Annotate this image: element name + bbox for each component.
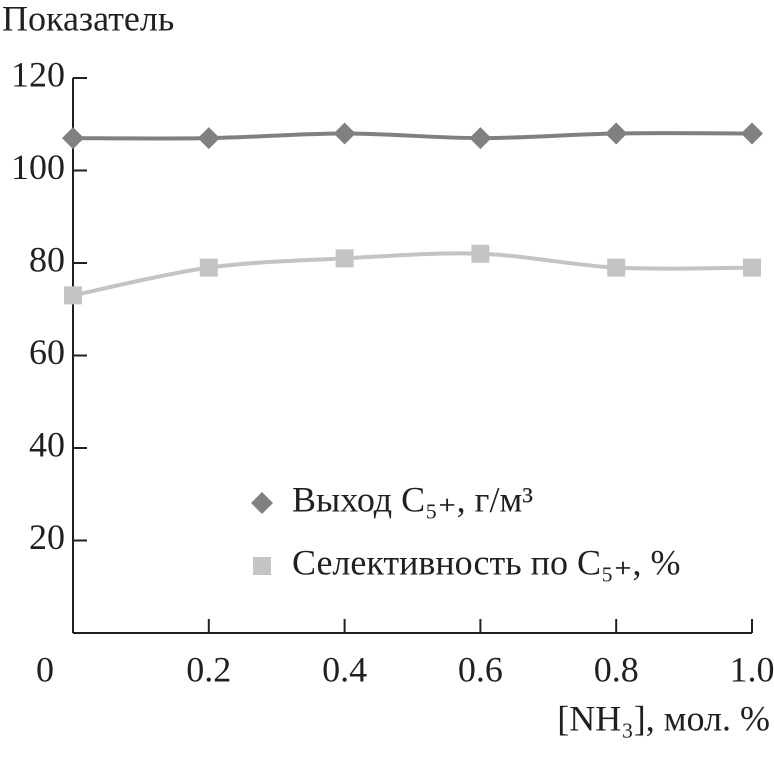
marker [333,122,356,145]
marker [62,127,84,150]
marker [607,258,626,277]
marker [469,127,492,150]
x-tick-label: 0.6 [458,649,503,689]
x-tick-label: 0.4 [322,649,367,689]
marker [471,244,490,263]
marker [335,249,354,268]
x-tick-label: 0 [36,649,54,689]
x-tick-label: 0.2 [186,649,231,689]
marker [199,258,218,277]
legend-marker [251,492,273,514]
series-line [72,251,753,298]
series-line [72,131,753,141]
marker [64,286,82,305]
legend-marker [253,557,271,575]
marker [605,122,628,145]
x-tick-label: 0.8 [594,649,639,689]
y-tick-label: 20 [29,517,65,557]
legend-label: Выход C₅₊, г/м³ [292,479,533,519]
y-tick-label: 100 [11,147,65,187]
y-tick-label: 40 [29,424,65,464]
marker [741,122,763,145]
y-tick-label: 60 [29,332,65,372]
y-tick-label: 120 [11,54,65,94]
marker [743,258,761,277]
x-axis-label: [NH₃], мол. % [557,698,770,738]
y-axis-label: Показатель [2,0,174,38]
legend-label: Селективность по C₅₊, % [292,542,681,582]
y-tick-label: 80 [29,239,65,279]
x-tick-label: 1.0 [730,649,774,689]
marker [197,127,220,150]
